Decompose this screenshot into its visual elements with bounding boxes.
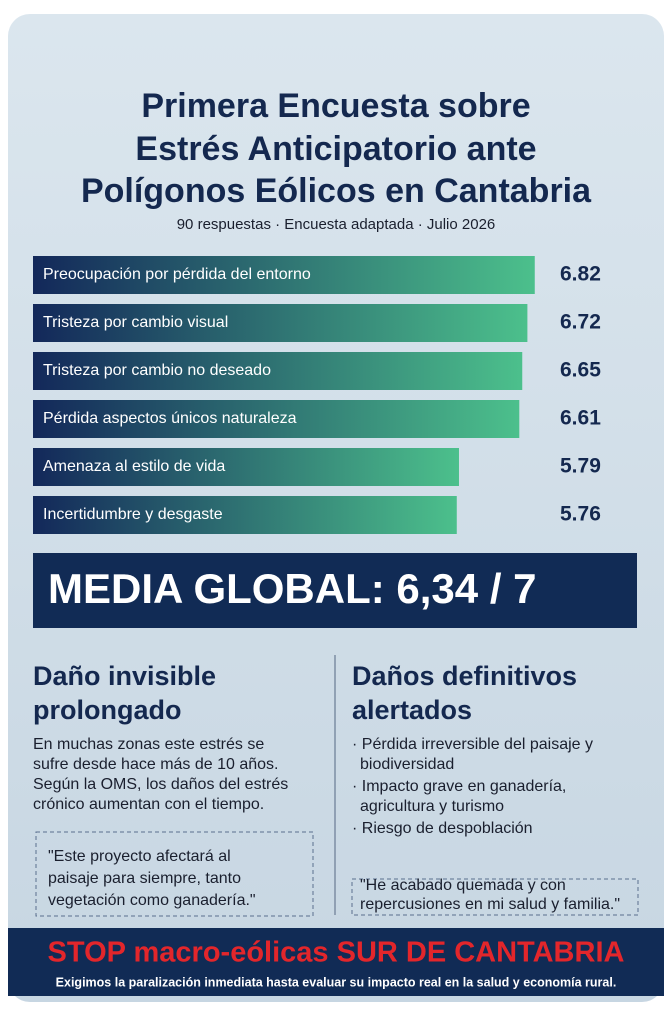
value-label: 6.82 xyxy=(560,263,601,286)
heading: prolongado xyxy=(33,695,181,725)
heading: Daño invisible xyxy=(33,661,216,691)
bullet: · Riesgo de despoblación xyxy=(352,820,533,837)
quote: paisaje para siempre, tanto xyxy=(48,870,241,887)
value-label: 5.76 xyxy=(560,503,601,526)
bar-label: Tristeza por cambio no deseado xyxy=(43,362,271,379)
value-label: 5.79 xyxy=(560,455,601,478)
bullet: · Impacto grave en ganadería, xyxy=(352,778,566,795)
bar-label: Incertidumbre y desgaste xyxy=(43,506,223,523)
text: En muchas zonas este estrés se xyxy=(33,736,264,753)
title-line: Estrés Anticipatorio ante xyxy=(135,130,536,168)
bar-label: Amenaza al estilo de vida xyxy=(43,458,225,475)
summary-box xyxy=(33,553,637,628)
bar xyxy=(33,304,528,342)
bar xyxy=(33,400,520,438)
heading: alertados xyxy=(352,695,472,725)
footer-text: Exigimos la paralización inmediata hasta… xyxy=(56,975,617,989)
subtitle: 90 respuestas · Encuesta adaptada · Juli… xyxy=(177,216,496,233)
bullet: biodiversidad xyxy=(360,756,454,773)
bar xyxy=(33,256,535,294)
summary: MEDIA GLOBAL: 6,34 / 7 xyxy=(48,565,537,612)
bar xyxy=(33,352,523,390)
footer-headline: STOP macro-eólicas SUR DE CANTABRIA xyxy=(48,937,625,969)
title-line: Polígonos Eólicos en Cantabria xyxy=(81,172,592,210)
quote: "He acabado quemada y con xyxy=(360,877,566,894)
bar xyxy=(33,496,457,534)
title-line: Primera Encuesta sobre xyxy=(141,87,530,125)
value-label: 6.72 xyxy=(560,311,601,334)
heading: Daños definitivos xyxy=(352,661,577,691)
bullet: agricultura y turismo xyxy=(360,798,504,815)
quote: "Este proyecto afectará al xyxy=(48,848,231,865)
bar-label: Pérdida aspectos únicos naturaleza xyxy=(43,410,297,427)
bar-label: Preocupación por pérdida del entorno xyxy=(43,266,311,283)
bar-label: Tristeza por cambio visual xyxy=(43,314,228,331)
text: Según la OMS, los daños del estrés xyxy=(33,776,288,793)
footer-band xyxy=(8,928,664,996)
value-label: 6.65 xyxy=(560,359,601,382)
quote-box xyxy=(35,831,314,917)
bar xyxy=(33,448,459,486)
bar-chart: Preocupación por pérdida del entorno 6.82… xyxy=(33,256,601,534)
bullet: · Pérdida irreversible del paisaje y xyxy=(352,736,593,753)
quote: vegetación como ganadería." xyxy=(48,892,256,909)
text: crónico aumentan con el tiempo. xyxy=(33,796,264,813)
quote-box xyxy=(351,878,639,916)
quote: repercusiones en mi salud y familia." xyxy=(360,896,620,913)
value-label: 6.61 xyxy=(560,407,601,430)
text: sufre desde hace más de 10 años. xyxy=(33,756,279,773)
